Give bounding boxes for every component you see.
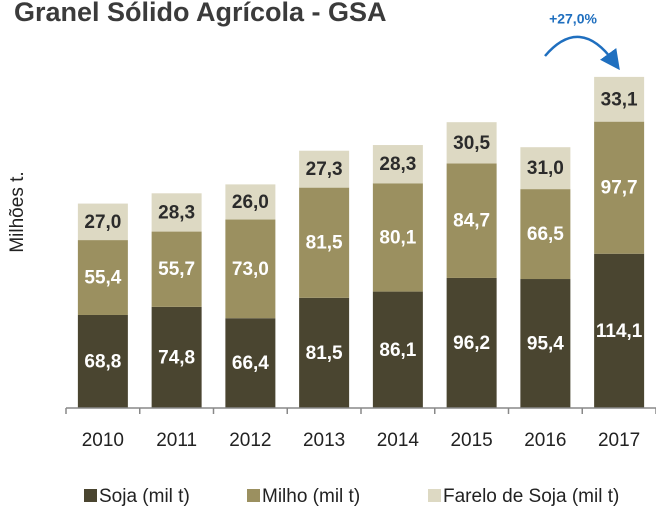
value-label: 81,5 xyxy=(306,343,343,364)
bar-segment xyxy=(594,121,645,254)
bar-segment xyxy=(372,183,423,292)
legend-label: Soja (mil t) xyxy=(99,486,190,507)
value-label: 55,4 xyxy=(84,268,121,289)
bar-segment xyxy=(77,203,128,241)
bar-segment xyxy=(151,231,202,307)
value-label: 97,7 xyxy=(601,178,638,199)
value-label: 95,4 xyxy=(527,334,564,355)
bar-segment xyxy=(299,187,350,298)
bar-segment xyxy=(225,184,276,220)
legend-label: Farelo de Soja (mil t) xyxy=(443,486,619,507)
y-axis-label: Milhões t. xyxy=(7,171,28,252)
bar-segment xyxy=(151,306,202,408)
bar-segment xyxy=(372,291,423,408)
value-label: 74,8 xyxy=(158,347,195,368)
x-tick-label: 2016 xyxy=(524,430,566,451)
bar-segment xyxy=(77,314,128,408)
chart-title: Granel Sólido Agrícola - GSA xyxy=(14,0,387,27)
bar-segment xyxy=(446,277,497,408)
x-tick-label: 2012 xyxy=(229,430,271,451)
bar-segment xyxy=(520,189,571,280)
x-tick-label: 2017 xyxy=(598,430,640,451)
value-label: 68,8 xyxy=(84,352,121,373)
value-label: 81,5 xyxy=(306,233,343,254)
value-label: 55,7 xyxy=(158,259,195,280)
legend-swatch xyxy=(428,489,441,502)
value-label: 84,7 xyxy=(453,211,490,232)
value-label: 27,3 xyxy=(306,159,343,180)
value-label: 27,0 xyxy=(84,212,121,233)
value-label: 80,1 xyxy=(379,227,416,248)
legend-swatch xyxy=(247,489,260,502)
bar-segment xyxy=(225,318,276,408)
value-label: 96,2 xyxy=(453,333,490,354)
bar-segment xyxy=(446,122,497,164)
x-tick-label: 2010 xyxy=(82,430,124,451)
x-tick-label: 2014 xyxy=(377,430,420,451)
bar-segment xyxy=(520,147,571,190)
value-label: 26,0 xyxy=(232,192,269,213)
bar-segment xyxy=(594,253,645,408)
bar-segment xyxy=(594,76,645,122)
bar-segment xyxy=(77,240,128,315)
bar-segment xyxy=(151,193,202,232)
x-tick-label: 2015 xyxy=(450,430,492,451)
bar-segment xyxy=(372,145,423,184)
value-label: 28,3 xyxy=(379,154,416,175)
legend-label: Milho (mil t) xyxy=(262,486,360,507)
value-label: 28,3 xyxy=(158,202,195,223)
value-label: 66,4 xyxy=(232,353,269,374)
annotation: +27,0% xyxy=(549,11,597,27)
value-label: 30,5 xyxy=(453,133,490,154)
annotation-arrow xyxy=(544,35,620,71)
value-label: 86,1 xyxy=(379,340,416,361)
value-label: 33,1 xyxy=(601,89,638,110)
bar-segment xyxy=(299,297,350,408)
bar-segment xyxy=(446,163,497,278)
bar-segment xyxy=(299,150,350,188)
bar-segment xyxy=(520,279,571,408)
value-label: 66,5 xyxy=(527,224,564,245)
legend-swatch xyxy=(84,489,97,502)
bar-segment xyxy=(225,219,276,319)
value-label: 114,1 xyxy=(596,321,643,342)
x-tick-label: 2011 xyxy=(156,430,197,451)
value-label: 73,0 xyxy=(232,259,269,280)
value-label: 31,0 xyxy=(527,158,564,179)
x-tick-label: 2013 xyxy=(303,430,345,451)
